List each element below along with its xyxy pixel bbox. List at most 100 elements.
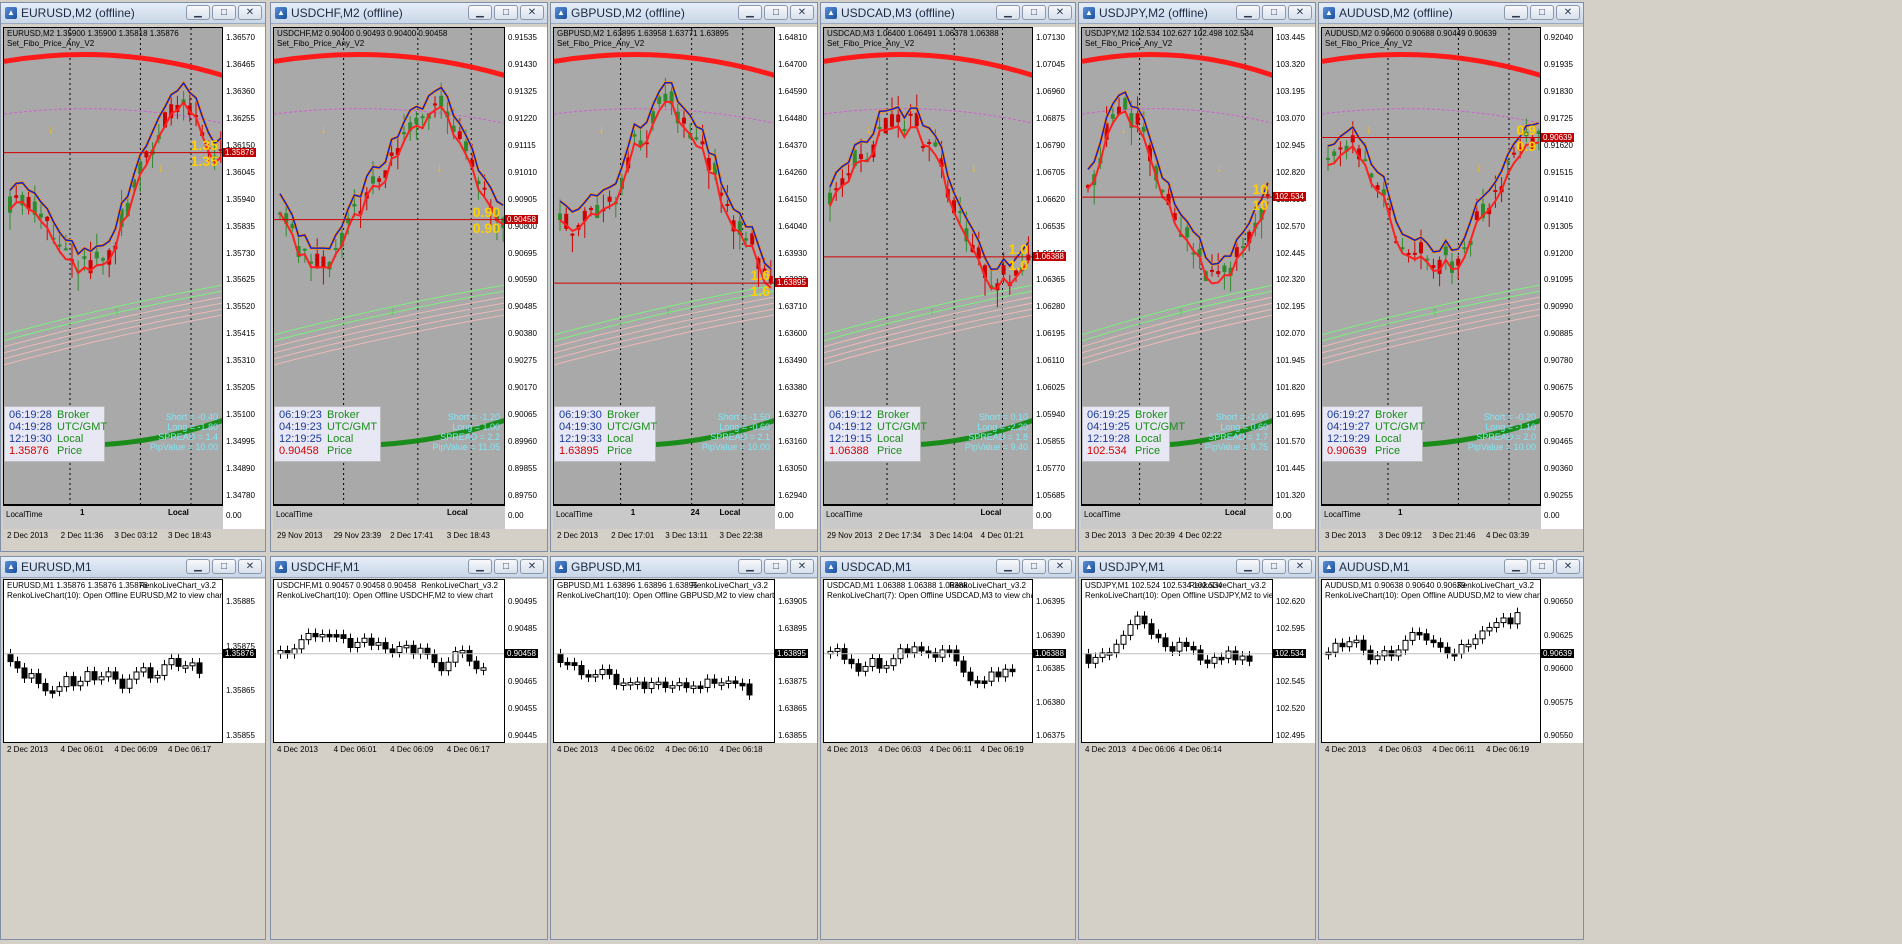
info-row-price: 0.90458 Price (279, 445, 352, 457)
renko-window-eurusd-m1[interactable]: ▲ EURUSD,M1 ▁ □ ✕ EURUSD,M1 1.35876 1.35876 1… (0, 556, 266, 940)
minimize-button[interactable]: ▁ (996, 559, 1020, 574)
info-label: Broker (327, 409, 360, 421)
close-button[interactable]: ✕ (238, 559, 262, 574)
maximize-button[interactable]: □ (494, 559, 518, 574)
price-chart[interactable]: ↓ ↑ ↓ USDCAD,M3 1.06400 1.06491 1.06378 1.0… (823, 27, 1033, 505)
price-chart[interactable]: ↓ ↑ ↓ AUDUSD,M2 0.90600 0.90688 0.90449 0.9… (1321, 27, 1541, 505)
candle-body (651, 111, 655, 124)
close-button[interactable]: ✕ (1048, 559, 1072, 574)
minimize-button[interactable]: ▁ (1236, 5, 1260, 20)
ma-ribbon-red (1327, 141, 1540, 273)
close-button[interactable]: ✕ (1288, 559, 1312, 574)
close-button[interactable]: ✕ (1556, 5, 1580, 20)
fibo-band (1322, 302, 1540, 354)
maximize-button[interactable]: □ (1022, 5, 1046, 20)
maximize-button[interactable]: □ (1262, 5, 1286, 20)
renko-brick (14, 661, 21, 669)
window-title: USDCHF,M2 (offline) (291, 6, 403, 20)
window-titlebar[interactable]: ▲ AUDUSD,M2 (offline) ▁ □ ✕ (1319, 3, 1583, 24)
close-button[interactable]: ✕ (520, 559, 544, 574)
maximize-button[interactable]: □ (212, 5, 236, 20)
window-titlebar[interactable]: ▲ USDCAD,M3 (offline) ▁ □ ✕ (821, 3, 1075, 24)
minimize-button[interactable]: ▁ (738, 559, 762, 574)
price-chart[interactable]: ↓ ↑ ↓ USDCHF,M2 0.90400 0.90493 0.90400 0.9… (273, 27, 505, 505)
info-value: 102.534 (1087, 445, 1127, 457)
minimize-button[interactable]: ▁ (468, 5, 492, 20)
window-titlebar[interactable]: ▲ USDCHF,M1 ▁ □ ✕ (271, 557, 547, 578)
maximize-button[interactable]: □ (764, 559, 788, 574)
chart-window-gbpusd-m2[interactable]: ▲ GBPUSD,M2 (offline) ▁ □ ✕ ↓ ↑ ↓ GBPUSD,M2 1.63… (550, 2, 818, 552)
maximize-button[interactable]: □ (1022, 559, 1046, 574)
window-titlebar[interactable]: ▲ USDJPY,M1 ▁ □ ✕ (1079, 557, 1315, 578)
candle-body (595, 204, 600, 219)
candle-body (1141, 126, 1146, 132)
maximize-button[interactable]: □ (764, 5, 788, 20)
x-tick-label: 2 Dec 11:36 (60, 531, 104, 540)
close-button[interactable]: ✕ (238, 5, 262, 20)
window-titlebar[interactable]: ▲ EURUSD,M1 ▁ □ ✕ (1, 557, 265, 578)
price-chart[interactable]: ↓ ↑ ↓ EURUSD,M2 1.35900 1.35900 1.35818 1.3… (3, 27, 223, 505)
renko-brick (1155, 633, 1162, 639)
fibo-band (1082, 296, 1272, 348)
renko-plot (824, 641, 1032, 689)
price-chart[interactable]: ↓ ↑ ↓ GBPUSD,M2 1.63895 1.63958 1.63771 1.6… (553, 27, 775, 505)
window-titlebar[interactable]: ▲ EURUSD,M2 (offline) ▁ □ ✕ (1, 3, 265, 24)
chart-window-usdchf-m2[interactable]: ▲ USDCHF,M2 (offline) ▁ □ ✕ ↓ ↑ ↓ USDCHF,M2 0.90… (270, 2, 548, 552)
renko-chart[interactable]: USDCAD,M1 1.06388 1.06388 1.06388 RenkoLi… (823, 579, 1033, 743)
renko-window-audusd-m1[interactable]: ▲ AUDUSD,M1 ▁ □ ✕ AUDUSD,M1 0.90638 0.90640 0… (1318, 556, 1584, 940)
window-titlebar[interactable]: ▲ USDJPY,M2 (offline) ▁ □ ✕ (1079, 3, 1315, 24)
renko-brick (869, 658, 876, 667)
minimize-button[interactable]: ▁ (1504, 559, 1528, 574)
price-chart[interactable]: ↓ ↑ ↓ USDJPY,M2 102.534 102.627 102.498 102… (1081, 27, 1273, 505)
renko-brick (1176, 641, 1183, 652)
renko-brick (1218, 656, 1225, 661)
minimize-button[interactable]: ▁ (468, 559, 492, 574)
window-titlebar[interactable]: ▲ AUDUSD,M1 ▁ □ ✕ (1319, 557, 1583, 578)
maximize-button[interactable]: □ (494, 5, 518, 20)
maximize-button[interactable]: □ (212, 559, 236, 574)
close-button[interactable]: ✕ (1556, 559, 1580, 574)
renko-window-usdcad-m1[interactable]: ▲ USDCAD,M1 ▁ □ ✕ USDCAD,M1 1.06388 1.06388 1… (820, 556, 1076, 940)
close-button[interactable]: ✕ (520, 5, 544, 20)
maximize-button[interactable]: □ (1262, 559, 1286, 574)
renko-chart[interactable]: USDJPY,M1 102.524 102.534 102.534 RenkoLi… (1081, 579, 1273, 743)
renko-window-usdchf-m1[interactable]: ▲ USDCHF,M1 ▁ □ ✕ USDCHF,M1 0.90457 0.90458 0… (270, 556, 548, 940)
minimize-button[interactable]: ▁ (996, 5, 1020, 20)
close-button[interactable]: ✕ (790, 559, 814, 574)
minimize-button[interactable]: ▁ (186, 5, 210, 20)
close-button[interactable]: ✕ (790, 5, 814, 20)
minimize-button[interactable]: ▁ (1504, 5, 1528, 20)
x-tick-label: 3 Dec 09:12 (1378, 531, 1422, 540)
chart-window-usdjpy-m2[interactable]: ▲ USDJPY,M2 (offline) ▁ □ ✕ ↓ ↑ ↓ USDJPY,M2 102.… (1078, 2, 1316, 552)
y-tick-label: 103.195 (1276, 86, 1305, 96)
renko-window-gbpusd-m1[interactable]: ▲ GBPUSD,M1 ▁ □ ✕ GBPUSD,M1 1.63896 1.63896 1… (550, 556, 818, 940)
renko-brick (140, 667, 147, 673)
renko-chart[interactable]: USDCHF,M1 0.90457 0.90458 0.90458 RenkoLi… (273, 579, 505, 743)
minimize-button[interactable]: ▁ (738, 5, 762, 20)
maximize-button[interactable]: □ (1530, 5, 1554, 20)
chart-window-eurusd-m2[interactable]: ▲ EURUSD,M2 (offline) ▁ □ ✕ ↓ ↑ ↓ EURUSD,M2 1.35… (0, 2, 266, 552)
minimize-button[interactable]: ▁ (186, 559, 210, 574)
renko-chart[interactable]: GBPUSD,M1 1.63896 1.63896 1.63895 RenkoLi… (553, 579, 775, 743)
close-button[interactable]: ✕ (1288, 5, 1312, 20)
window-titlebar[interactable]: ▲ USDCAD,M1 ▁ □ ✕ (821, 557, 1075, 578)
renko-chart[interactable]: EURUSD,M1 1.35876 1.35876 1.35876 RenkoLi… (3, 579, 223, 743)
close-button[interactable]: ✕ (1048, 5, 1072, 20)
chart-window-usdcad-m3[interactable]: ▲ USDCAD,M3 (offline) ▁ □ ✕ ↓ ↑ ↓ USDCAD,M3 1.06… (820, 2, 1076, 552)
candle-body (725, 204, 730, 207)
y-tick-label: 103.320 (1276, 59, 1305, 69)
renko-chart[interactable]: AUDUSD,M1 0.90638 0.90640 0.90639 RenkoLi… (1321, 579, 1541, 743)
info-label: Price (57, 445, 83, 457)
candle-body (346, 218, 351, 224)
renko-window-usdjpy-m1[interactable]: ▲ USDJPY,M1 ▁ □ ✕ USDJPY,M1 102.524 102.534 1… (1078, 556, 1316, 940)
chart-window-audusd-m2[interactable]: ▲ AUDUSD,M2 (offline) ▁ □ ✕ ↓ ↑ ↓ AUDUSD,M2 0.90… (1318, 2, 1584, 552)
window-title: USDCHF,M1 (291, 560, 360, 574)
candle-body (632, 134, 637, 137)
minimize-button[interactable]: ▁ (1236, 559, 1260, 574)
window-titlebar[interactable]: ▲ USDCHF,M2 (offline) ▁ □ ✕ (271, 3, 547, 24)
window-titlebar[interactable]: ▲ GBPUSD,M1 ▁ □ ✕ (551, 557, 817, 578)
window-titlebar[interactable]: ▲ GBPUSD,M2 (offline) ▁ □ ✕ (551, 3, 817, 24)
renko-brick (445, 661, 452, 672)
chart-header: USDJPY,M1 102.524 102.534 102.534 (1085, 581, 1223, 590)
maximize-button[interactable]: □ (1530, 559, 1554, 574)
